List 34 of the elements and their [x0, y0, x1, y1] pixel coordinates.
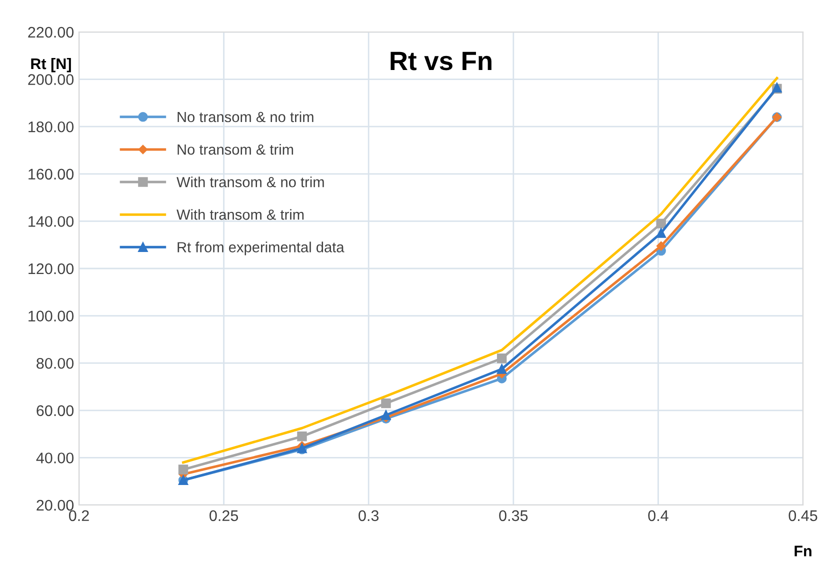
x-axis-title: Fn — [794, 546, 812, 556]
x-tick-label: 0.3 — [358, 510, 379, 522]
y-tick-label: 180.00 — [28, 121, 74, 132]
legend-label: With transom & trim — [176, 209, 304, 220]
y-tick-label: 100.00 — [28, 310, 74, 322]
point — [496, 354, 507, 364]
y-tick-label: 140.00 — [28, 216, 74, 227]
x-tick-label: 0.2 — [68, 510, 89, 522]
legend-label: No transom & trim — [178, 144, 294, 155]
y-tick-label: 20.00 — [36, 500, 74, 511]
x-tick-label: 0.45 — [788, 510, 818, 522]
point — [178, 464, 188, 474]
point — [496, 364, 507, 374]
point — [381, 410, 391, 420]
y-axis-title: Rt [N] — [31, 58, 71, 72]
point — [656, 241, 666, 251]
y-tick-label: 160.00 — [28, 168, 74, 180]
legend-label: No transom & no trim — [178, 111, 314, 122]
point — [656, 228, 666, 238]
point — [656, 218, 666, 228]
y-tick-label: 120.00 — [28, 263, 74, 274]
point — [381, 398, 391, 408]
x-tick-label: 0.35 — [499, 510, 528, 522]
legend-label: With transom & no trim — [176, 176, 324, 188]
point — [297, 432, 307, 442]
x-tick-label: 0.4 — [648, 510, 668, 522]
y-tick-label: 220.00 — [28, 26, 74, 38]
y-tick-label: 80.00 — [36, 358, 74, 369]
text: Rt vs Fn — [390, 52, 492, 70]
y-tick-label: 60.00 — [36, 405, 74, 416]
x-tick-label: 0.25 — [210, 510, 238, 522]
y-tick-label: 40.00 — [36, 452, 74, 464]
y-tick-label: 200.00 — [28, 74, 74, 85]
legend-label: Rt from experimental data — [178, 242, 344, 256]
